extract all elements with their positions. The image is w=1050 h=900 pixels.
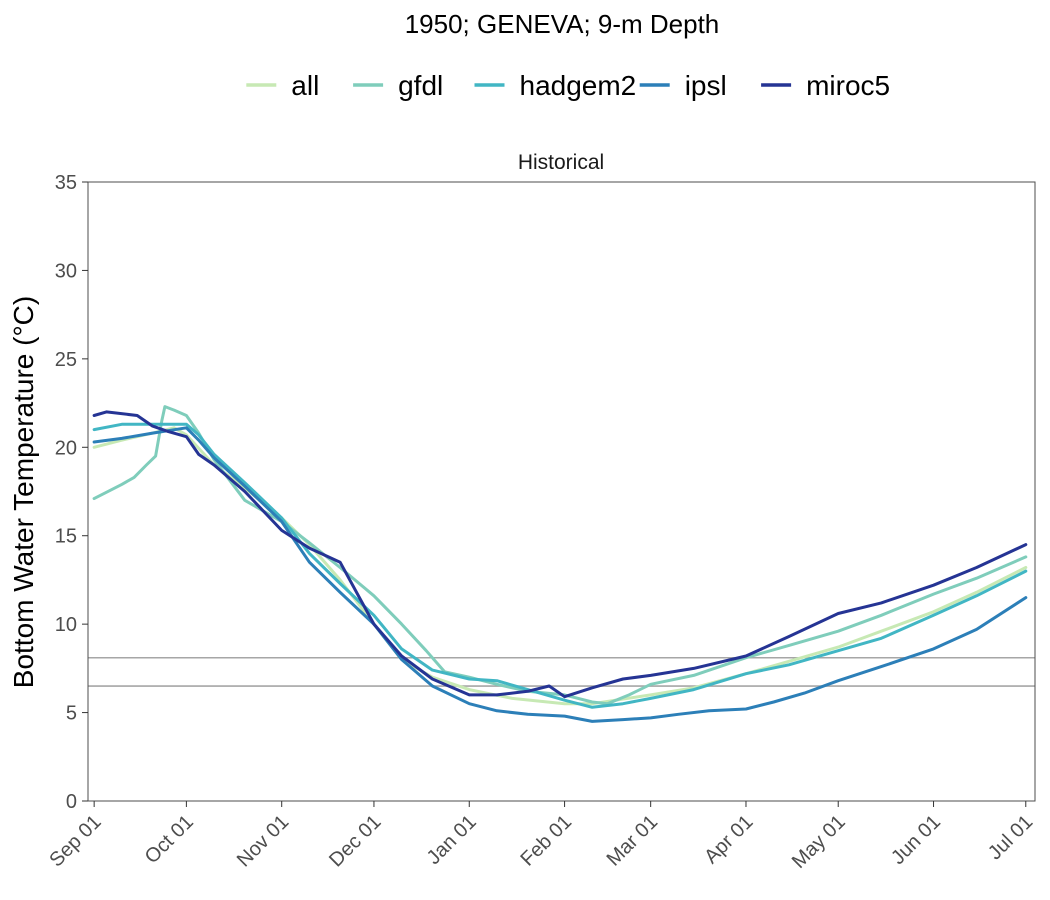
chart-title: 1950; GENEVA; 9-m Depth (405, 9, 720, 39)
y-axis-title: Bottom Water Temperature (°C) (8, 296, 39, 688)
series-line-miroc5 (92, 410, 1028, 699)
x-tick-label: Jul 01 (984, 811, 1037, 864)
series-line-gfdl (92, 405, 1028, 706)
x-tick-label: Sep 01 (45, 811, 105, 871)
panel-border (87, 181, 1036, 802)
y-tick-label: 0 (66, 791, 77, 813)
y-tick-label: 30 (55, 260, 77, 282)
legend-label-miroc5: miroc5 (806, 70, 890, 101)
legend: all gfdl hadgem2 ipsl miroc5 (246, 70, 890, 101)
x-tick-label: Mar 01 (603, 811, 663, 871)
x-tick-label: Feb 01 (517, 811, 577, 871)
y-tick-label: 35 (55, 172, 77, 194)
y-tick-label: 25 (55, 349, 77, 371)
series-line-ipsl (92, 426, 1028, 723)
y-tick-label: 10 (55, 614, 77, 636)
y-tick-label: 15 (55, 526, 77, 548)
series-line-hadgem2 (92, 422, 1028, 709)
facet-label: Historical (518, 151, 604, 174)
x-tick-label: Apr 01 (700, 811, 757, 868)
plot-area: 0 5 10 15 20 25 30 35 Sep 01 Oct 01 Nov 01 Dec 01 Ja… (45, 172, 1037, 873)
x-tick-label: Nov 01 (233, 811, 293, 871)
x-tick-label: Jun 01 (887, 811, 945, 869)
y-tick-label: 20 (55, 437, 77, 459)
legend-label-hadgem2: hadgem2 (520, 70, 637, 101)
series-line-all (92, 426, 1028, 706)
y-tick-label: 5 (66, 703, 77, 725)
x-tick-label: Jan 01 (423, 811, 481, 869)
legend-label-gfdl: gfdl (398, 70, 443, 101)
x-tick-label: Oct 01 (141, 811, 198, 868)
legend-label-ipsl: ipsl (685, 70, 727, 101)
x-tick-label: Dec 01 (325, 811, 385, 871)
legend-label-all: all (291, 70, 319, 101)
x-tick-label: May 01 (788, 811, 850, 873)
